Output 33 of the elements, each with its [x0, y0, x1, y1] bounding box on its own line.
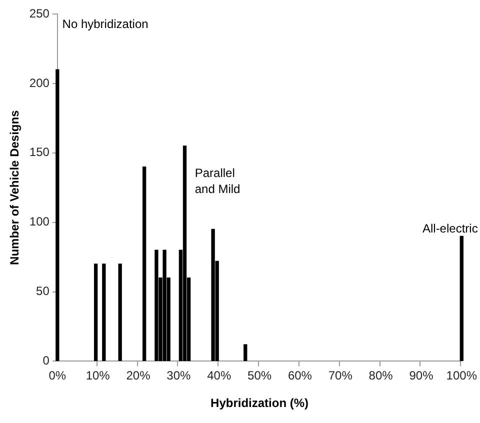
x-tick-label: 30%	[166, 368, 192, 383]
bar	[56, 69, 60, 362]
x-tick-label: 10%	[86, 368, 110, 383]
bar	[118, 264, 122, 362]
x-tick-label: 50%	[248, 368, 272, 383]
x-tick-label: 70%	[328, 368, 353, 383]
bar	[182, 146, 187, 362]
x-axis-title: Hybridization (%)	[210, 396, 309, 410]
y-axis-title: Number of Vehicle Designs	[8, 110, 22, 265]
x-tick-label: 80%	[368, 368, 394, 383]
annotation: No hybridization	[62, 16, 148, 31]
x-tick-label: 90%	[409, 368, 434, 383]
bar	[142, 166, 146, 362]
x-tick-label: 20%	[126, 368, 151, 383]
bar	[460, 236, 464, 362]
y-tick-label: 200	[29, 76, 50, 90]
x-tick-label: 60%	[288, 368, 312, 383]
y-tick-label: 250	[29, 6, 50, 20]
y-tick-label: 0	[42, 354, 50, 368]
x-tick-label: 0%	[48, 368, 66, 383]
bar	[162, 250, 166, 362]
annotation: Parallel and Mild	[194, 166, 240, 196]
bar	[244, 344, 248, 362]
y-tick-label: 100	[29, 214, 50, 229]
bar	[211, 228, 215, 362]
y-tick-label: 50	[36, 284, 50, 298]
bar	[102, 264, 106, 362]
bar	[154, 250, 158, 362]
x-tick-label: 40%	[207, 368, 232, 383]
bar	[94, 264, 98, 362]
x-tick-label: 100%	[446, 368, 478, 383]
annotation: All-electric	[422, 222, 478, 236]
y-tick-label: 150	[29, 145, 50, 160]
